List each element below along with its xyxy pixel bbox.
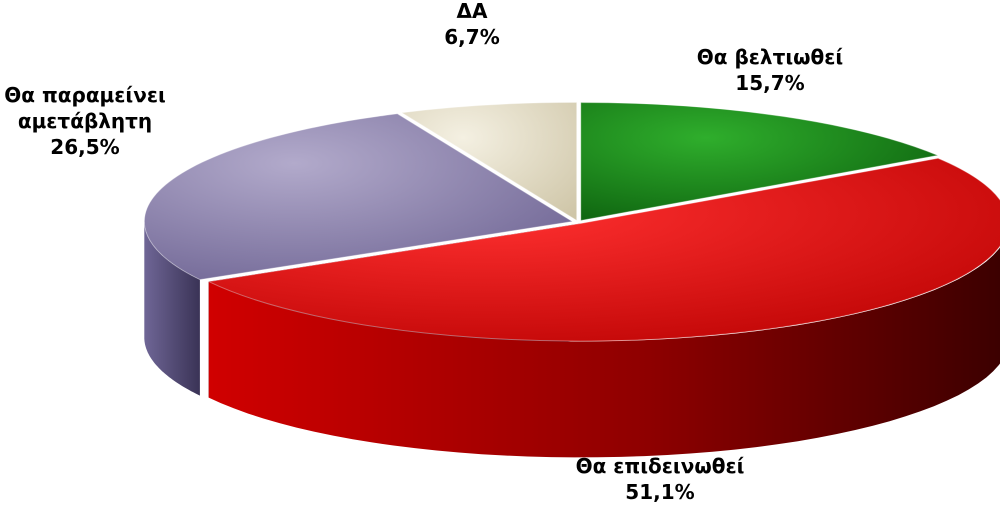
slice-value-1: 51,1%: [625, 480, 694, 504]
slice-category-2: Θα παραμείνει: [4, 83, 166, 107]
pie-tops: [143, 101, 1000, 342]
slice-label-2: Θα παραμείνει αμετάβλητη 26,5%: [4, 83, 166, 159]
pie-slice-side-1: [208, 247, 1000, 458]
slice-category-2: αμετάβλητη: [18, 109, 152, 133]
slice-value-3: 6,7%: [444, 25, 499, 49]
pie-slice-3: [400, 101, 578, 222]
slice-category-3: ΔΑ: [457, 0, 488, 23]
slice-category-0: Θα βελτιωθεί: [697, 45, 844, 69]
slice-label-3: ΔΑ 6,7%: [444, 0, 499, 49]
pie-slice-2: [143, 113, 574, 281]
pie-labels: Θα βελτιωθεί 15,7% Θα επιδεινωθεί 51,1% Θα π…: [4, 0, 843, 504]
slice-value-2: 26,5%: [50, 135, 119, 159]
pie-slice-0: [580, 101, 940, 222]
slice-category-1: Θα επιδεινωθεί: [576, 454, 745, 478]
pie-slice-1: [207, 157, 1000, 342]
slice-label-0: Θα βελτιωθεί 15,7%: [697, 45, 844, 95]
slice-label-1: Θα επιδεινωθεί 51,1%: [576, 454, 745, 504]
slice-value-0: 15,7%: [735, 71, 804, 95]
pie-slice-side-2: [144, 221, 200, 396]
